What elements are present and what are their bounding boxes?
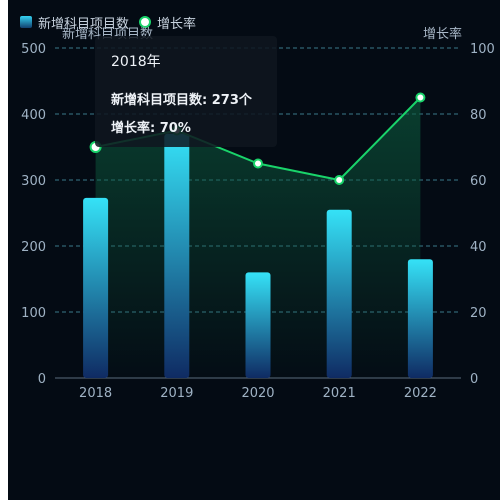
y-right-tick-label: 0 [470, 372, 478, 387]
legend-line-label: 增长率 [157, 16, 197, 32]
bar-2021[interactable] [326, 209, 352, 378]
x-tick-label: 2018 [79, 386, 112, 401]
legend-item-bar[interactable]: 新增科目项目数 [20, 13, 129, 32]
bar-2019[interactable] [164, 133, 190, 378]
y-right-tick-label: 80 [470, 108, 487, 123]
x-tick-label: 2021 [323, 386, 356, 401]
y-right-axis-name: 增长率 [422, 27, 462, 42]
legend-bar-label: 新增科目项目数 [38, 16, 130, 32]
legend: 新增科目项目数 增长率 [20, 12, 196, 32]
y-left-tick-label: 300 [21, 174, 46, 189]
bar-2018[interactable] [83, 197, 109, 378]
legend-item-line[interactable]: 增长率 [139, 13, 196, 32]
tooltip: 2018年 新增科目项目数: 273个 增长率: 70% [95, 36, 277, 147]
y-right-tick-label: 20 [470, 306, 487, 321]
tooltip-count-label: 新增科目项目数: [111, 93, 208, 108]
tooltip-count-value: 273个 [211, 93, 252, 108]
tooltip-rate-label: 增长率: [111, 121, 156, 136]
line-point-2020[interactable] [253, 158, 263, 169]
x-tick-label: 2020 [241, 386, 274, 401]
y-left-tick-label: 400 [21, 108, 46, 123]
line-point-2021[interactable] [334, 175, 345, 185]
x-tick-label: 2022 [404, 386, 437, 401]
tooltip-row-rate: 增长率: 70% [111, 117, 261, 136]
y-left-tick-label: 500 [21, 42, 46, 57]
legend-line-swatch [139, 16, 152, 28]
y-left-tick-label: 100 [21, 306, 46, 321]
legend-bar-swatch [20, 16, 32, 28]
y-right-tick-label: 60 [470, 174, 487, 189]
x-tick-label: 2019 [160, 386, 193, 401]
y-right-tick-label: 40 [470, 240, 487, 255]
y-left-tick-label: 200 [21, 240, 46, 255]
y-left-tick-label: 0 [38, 372, 46, 387]
line-point-2022[interactable] [415, 92, 426, 103]
y-right-tick-label: 100 [470, 42, 495, 57]
bar-2020[interactable] [245, 272, 271, 378]
bar-2022[interactable] [407, 259, 433, 378]
tooltip-row-count: 新增科目项目数: 273个 [111, 89, 261, 108]
tooltip-title: 2018年 [111, 54, 161, 70]
tooltip-rate-value: 70% [159, 121, 191, 136]
